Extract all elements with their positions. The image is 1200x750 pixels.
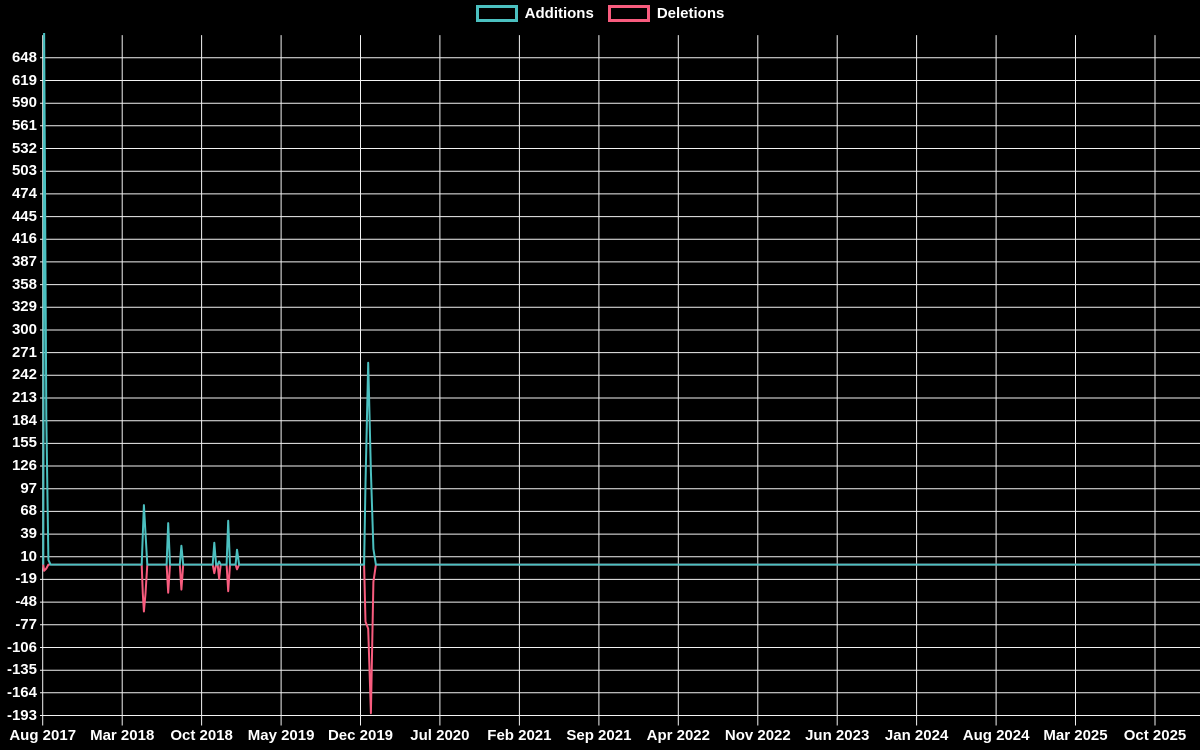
x-tick-label: Jun 2023 (805, 727, 870, 744)
x-tick-label: Apr 2022 (646, 727, 710, 744)
y-tick-label: 619 (11, 71, 37, 89)
x-tick-label: Sep 2021 (566, 727, 632, 744)
legend: Additions Deletions (0, 5, 1200, 22)
y-tick-label: 445 (11, 207, 37, 225)
x-tick-label: Nov 2022 (724, 727, 791, 744)
y-tick-label: -77 (15, 615, 37, 633)
x-tick-label: Feb 2021 (487, 727, 552, 744)
deletions-legend-label: Deletions (656, 5, 725, 22)
y-tick-label: 532 (11, 139, 37, 157)
y-tick-label: 358 (11, 275, 37, 293)
series-additions-line (42, 33, 1200, 566)
y-tick-label: 561 (11, 116, 37, 134)
x-tick-label: Jan 2024 (884, 727, 949, 744)
y-tick-label: 648 (11, 48, 37, 66)
y-tick-label: 126 (11, 457, 37, 474)
y-tick-label: 503 (11, 162, 37, 180)
y-tick-label: 300 (11, 321, 37, 338)
x-tick-label: Aug 2024 (962, 727, 1030, 744)
y-tick-label: 590 (11, 94, 37, 112)
x-tick-label: May 2019 (247, 727, 315, 744)
y-tick-label: 97 (20, 479, 37, 497)
x-tick-label: Oct 2018 (170, 727, 233, 744)
deletions-swatch-icon (607, 5, 650, 22)
y-tick-label: 213 (11, 389, 37, 406)
additions-swatch-icon (475, 5, 518, 22)
x-tick-label: Mar 2018 (90, 727, 155, 744)
y-tick-label: 242 (11, 366, 37, 384)
x-tick-label: Oct 2025 (1123, 727, 1187, 744)
y-tick-label: -164 (6, 683, 37, 701)
y-tick-label: 184 (11, 411, 37, 429)
y-tick-label: 271 (11, 343, 37, 361)
x-tick-label: Jul 2020 (410, 727, 470, 744)
x-tick-label: Dec 2019 (327, 727, 394, 744)
y-tick-label: 39 (20, 525, 37, 543)
legend-item-additions[interactable]: Additions (475, 5, 594, 22)
y-tick-label: 474 (11, 184, 37, 202)
y-tick-label: -135 (6, 661, 37, 679)
y-tick-label: 416 (11, 230, 37, 248)
legend-item-deletions[interactable]: Deletions (607, 5, 725, 22)
x-tick-label: Aug 2017 (9, 727, 77, 744)
additions-legend-label: Additions (524, 5, 594, 22)
y-tick-label: 10 (20, 547, 37, 565)
series-deletions-line (42, 563, 1200, 715)
x-tick-label: Mar 2025 (1043, 727, 1108, 744)
y-tick-label: 329 (11, 298, 37, 316)
y-tick-label: -48 (15, 593, 37, 611)
y-tick-label: -106 (6, 638, 37, 656)
y-tick-label: 387 (11, 252, 37, 270)
y-tick-label: 155 (11, 434, 37, 452)
y-tick-label: 68 (20, 502, 37, 520)
y-tick-label: -193 (6, 706, 37, 724)
y-tick-label: -19 (15, 570, 37, 588)
